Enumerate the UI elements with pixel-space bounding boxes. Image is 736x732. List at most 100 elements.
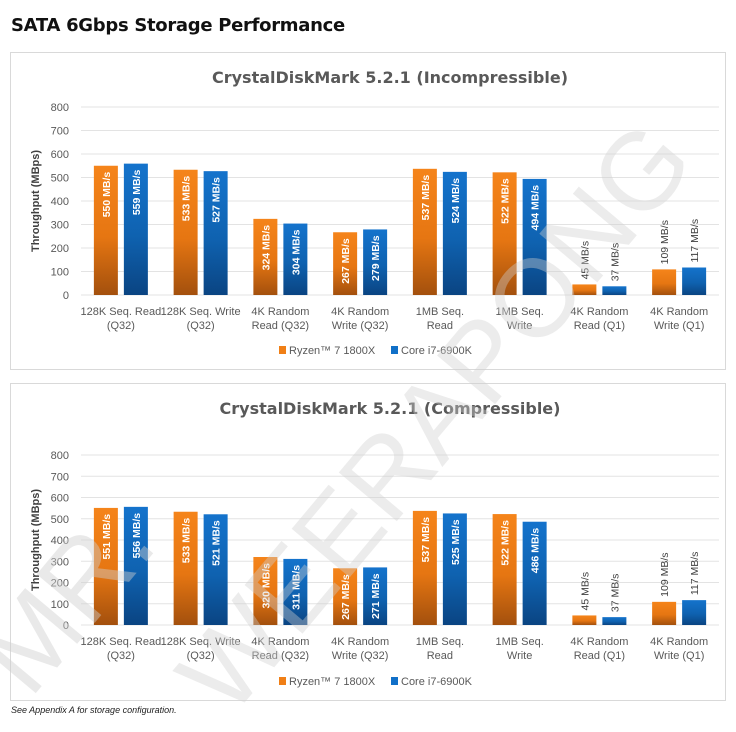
x-tick-label: Read (Q1) [574,650,625,662]
data-label: 522 MB/s [500,520,512,566]
legend-swatch-core-i7 [391,346,398,354]
y-tick-label: 100 [51,599,69,611]
footnote: See Appendix A for storage configuration… [11,705,177,715]
data-label: 527 MB/s [211,177,223,223]
data-label: 537 MB/s [420,175,432,221]
x-tick-label: (Q32) [107,650,135,662]
bar-core-i7 [442,171,467,295]
x-tick-label: 1MB Seq. [416,306,464,318]
data-label: 271 MB/s [370,573,382,619]
legend-label-core-i7: Core i7-6900K [401,345,473,357]
y-tick-label: 100 [51,267,69,279]
data-label: 494 MB/s [530,185,542,231]
x-tick-label: Write (Q32) [332,320,389,332]
x-tick-label: 4K Random [251,636,309,648]
data-label: 524 MB/s [450,178,462,224]
x-tick-label: 4K Random [570,306,628,318]
data-label: 37 MB/s [609,243,621,282]
y-tick-label: 0 [63,290,69,302]
data-label: 117 MB/s [689,219,701,263]
bar-core-i7 [203,171,228,295]
x-tick-label: 4K Random [331,636,389,648]
bar-core-i7 [522,178,547,295]
bar-ryzen [492,514,517,625]
x-tick-label: Read [427,650,453,662]
data-label: 559 MB/s [131,169,143,215]
bar-core-i7 [602,617,627,625]
data-label: 311 MB/s [290,565,302,610]
data-label: 556 MB/s [131,513,143,559]
chart-title: CrystalDiskMark 5.2.1 (Incompressible) [212,68,568,87]
x-tick-label: 4K Random [331,306,389,318]
bar-ryzen [253,218,278,295]
y-tick-label: 600 [51,149,69,161]
data-label: 279 MB/s [370,235,382,281]
bar-ryzen [652,269,677,295]
data-label: 304 MB/s [290,229,302,275]
x-tick-label: Write (Q32) [332,650,389,662]
y-tick-label: 500 [51,514,69,526]
y-tick-label: 200 [51,243,69,255]
x-tick-label: 128K Seq. Write [161,636,241,648]
bar-ryzen [572,284,597,295]
bar-ryzen [93,507,118,625]
data-label: 525 MB/s [450,519,462,565]
x-tick-label: Read [427,320,453,332]
y-axis-label: Throughput (MBps) [30,150,42,252]
x-tick-label: Read (Q32) [252,320,309,332]
data-label: 267 MB/s [340,574,352,620]
x-tick-label: 4K Random [251,306,309,318]
x-tick-label: Read (Q32) [252,650,309,662]
bar-ryzen [253,557,278,625]
bar-ryzen [93,165,118,295]
x-tick-label: (Q32) [107,320,135,332]
x-tick-label: 1MB Seq. [416,636,464,648]
bar-ryzen [173,511,198,625]
y-tick-label: 800 [51,450,69,462]
x-tick-label: Write (Q1) [654,650,705,662]
data-label: 45 MB/s [579,572,591,611]
x-tick-label: (Q32) [187,320,215,332]
bar-core-i7 [123,163,148,295]
bar-ryzen [333,568,358,625]
y-tick-label: 300 [51,220,69,232]
data-label: 551 MB/s [101,514,113,560]
bar-ryzen [652,601,677,625]
x-tick-label: 128K Seq. Read [81,636,162,648]
bar-ryzen [412,168,437,295]
data-label: 320 MB/s [260,563,272,609]
chart-panel-incompressible: CrystalDiskMark 5.2.1 (Incompressible) 0 1… [10,52,726,370]
bar-ryzen [492,172,517,295]
legend-label-core-i7: Core i7-6900K [401,676,473,688]
y-tick-label: 0 [63,620,69,632]
y-tick-label: 700 [51,471,69,483]
bar-core-i7 [363,567,388,625]
x-tick-label: 4K Random [570,636,628,648]
bar-ryzen [173,169,198,295]
y-axis-label: Throughput (MBps) [30,489,42,591]
y-tick-label: 500 [51,173,69,185]
x-tick-label: 4K Random [650,306,708,318]
data-label: 537 MB/s [420,517,432,563]
x-tick-label: Write (Q1) [654,320,705,332]
chart-compressible: CrystalDiskMark 5.2.1 (Compressible) 0 100… [30,399,719,688]
x-tick-label: (Q32) [187,650,215,662]
data-label: 486 MB/s [530,528,542,574]
x-tick-label: Write [507,650,532,662]
bar-ryzen [572,615,597,625]
x-tick-label: Write [507,320,532,332]
bar-ryzen [333,232,358,295]
data-label: 522 MB/s [500,178,512,224]
legend-swatch-ryzen [279,346,286,354]
x-tick-label: 1MB Seq. [495,306,543,318]
data-label: 521 MB/s [211,520,223,566]
data-label: 324 MB/s [260,225,272,271]
bar-ryzen [412,510,437,625]
page-title: SATA 6Gbps Storage Performance [11,15,345,36]
chart-incompressible: CrystalDiskMark 5.2.1 (Incompressible) 0 1… [30,68,719,357]
bar-core-i7 [203,514,228,625]
data-label: 533 MB/s [181,518,193,564]
y-tick-label: 400 [51,535,69,547]
y-tick-label: 300 [51,556,69,568]
chart-panel-compressible: CrystalDiskMark 5.2.1 (Compressible) 0 100… [10,383,726,701]
